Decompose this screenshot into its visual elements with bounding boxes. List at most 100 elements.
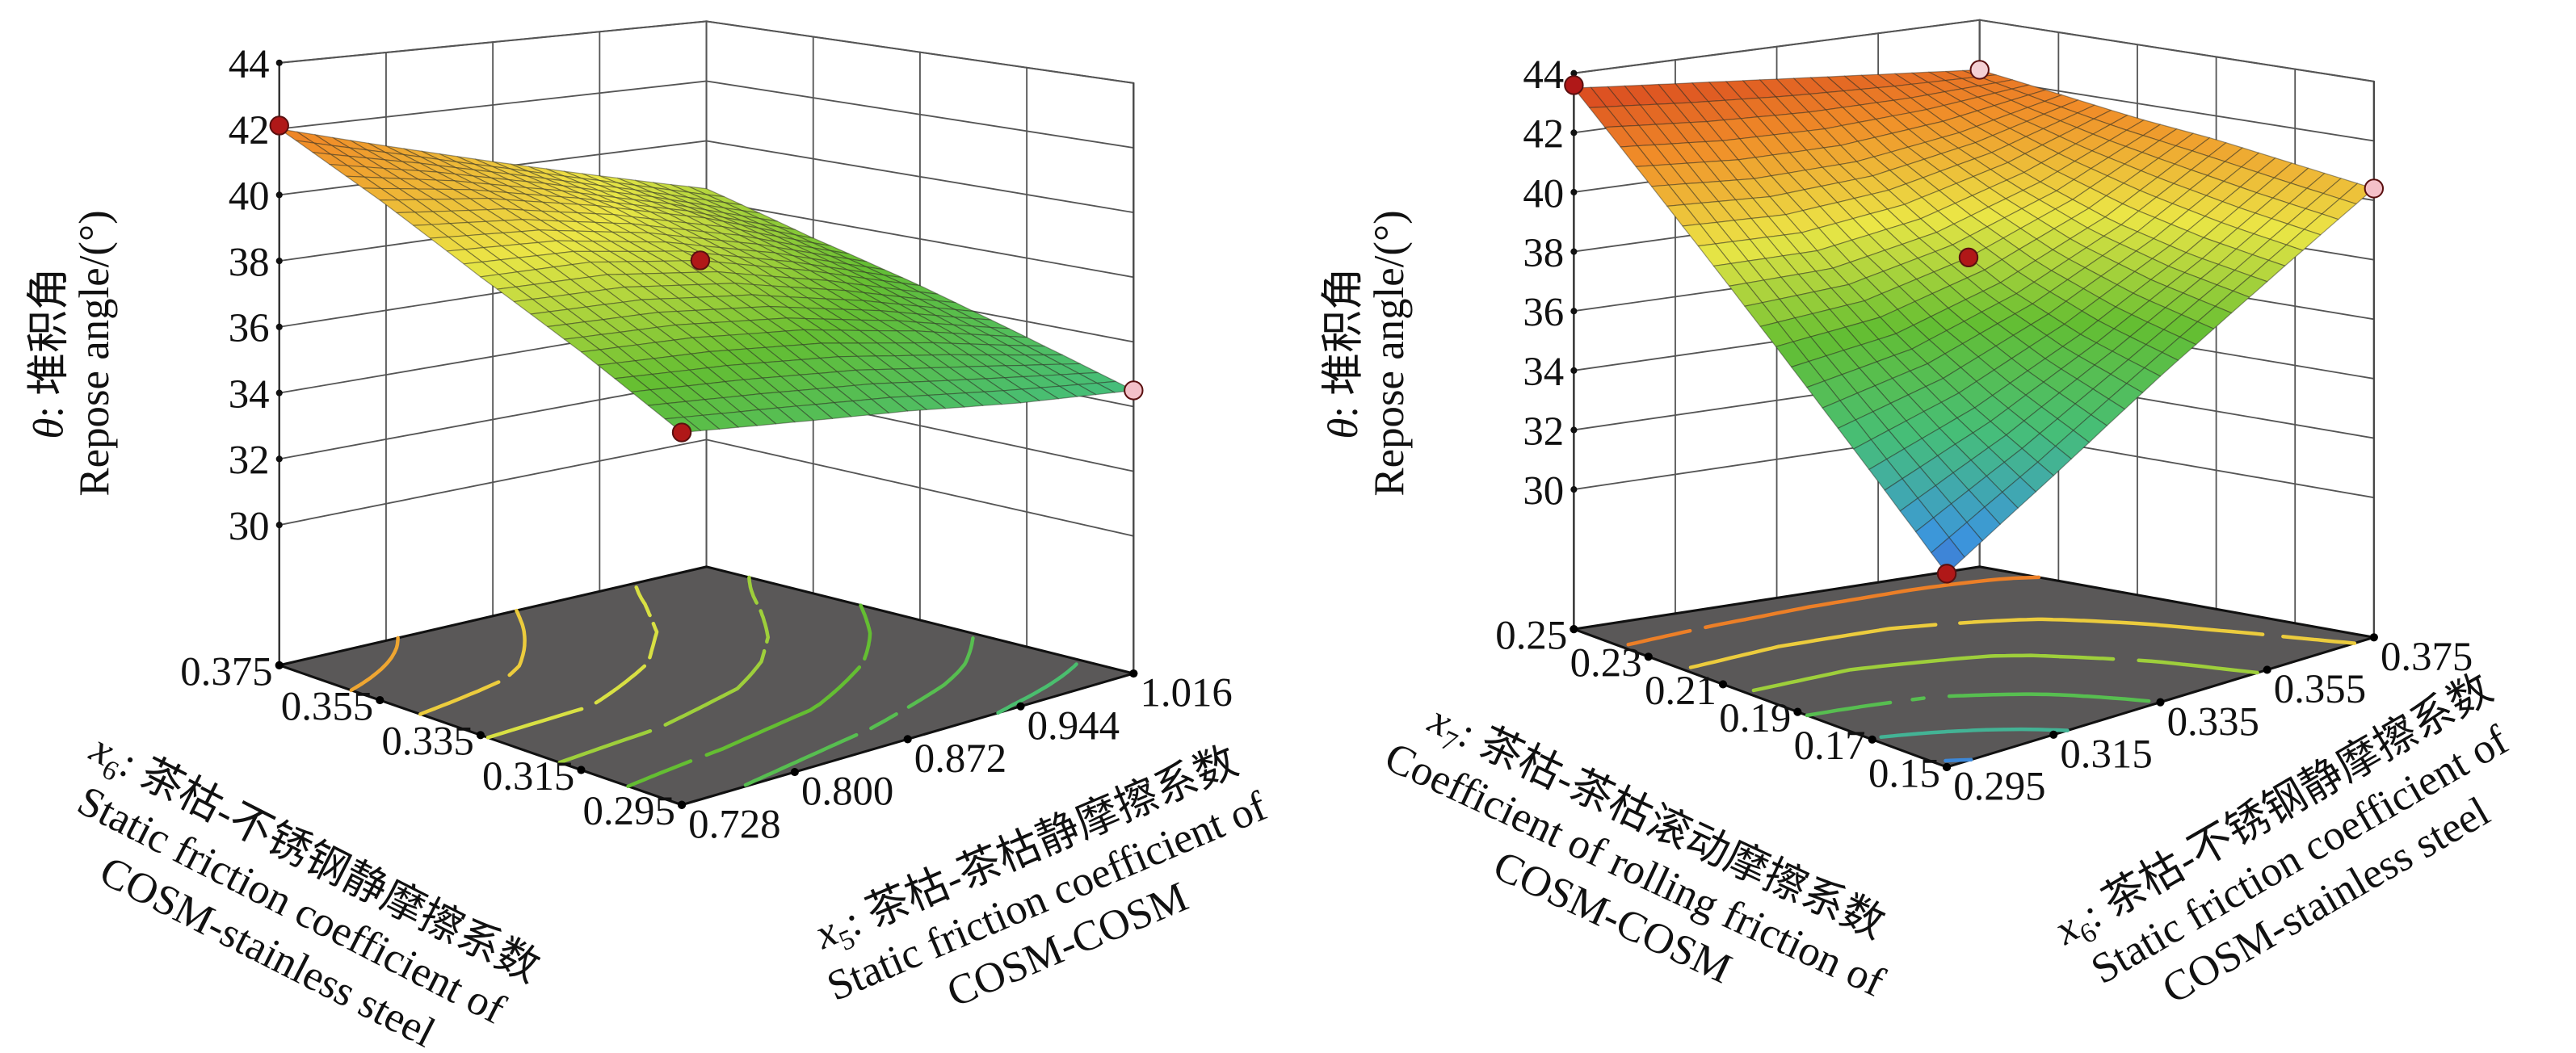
- surface-cell: [2158, 145, 2193, 165]
- z-tick-label: 36: [229, 305, 270, 350]
- design-point: [1936, 564, 1957, 584]
- surface-cell: [1909, 109, 1944, 126]
- surface-cell: [454, 173, 491, 185]
- y-tick-label: 0.17: [1794, 723, 1866, 768]
- surface-cell: [2123, 170, 2158, 191]
- surface-cell: [2107, 383, 2144, 410]
- z-tick-label: 30: [229, 503, 270, 548]
- z-tick-label: 34: [1523, 349, 1564, 394]
- surface-cell: [507, 185, 544, 196]
- surface-cell: [1873, 151, 1908, 171]
- surface-cell: [491, 171, 527, 182]
- surface-cell: [669, 199, 707, 211]
- surface-cell: [2303, 213, 2339, 236]
- surface-cell: [2074, 150, 2109, 170]
- surface-cell: [666, 234, 703, 247]
- surface-cell: [1860, 86, 1894, 103]
- z-tick-label: 40: [1523, 170, 1564, 216]
- surface-cell: [1773, 132, 1808, 153]
- surface-cell: [2059, 112, 2095, 128]
- floor: [275, 565, 1139, 807]
- z-tick-label: 38: [1523, 230, 1564, 275]
- surface-cell: [548, 308, 586, 325]
- z-tick-label: 44: [1523, 52, 1564, 97]
- surface-cell: [1867, 250, 1902, 272]
- z-tick-mark: [275, 59, 283, 66]
- z-gridline: [1574, 19, 2374, 82]
- surface-cell: [567, 306, 604, 323]
- x-tick-label: 0.335: [2167, 699, 2259, 744]
- surface-cell: [1937, 203, 1972, 224]
- surface-cell: [1977, 345, 2012, 371]
- surface-cell: [1971, 187, 2007, 208]
- surface-cell: [1637, 144, 1671, 166]
- surface-cell: [607, 261, 645, 275]
- surface-cell: [758, 233, 795, 245]
- contour-line: [349, 636, 400, 693]
- contour-line: [626, 603, 872, 788]
- y-tick-mark: [476, 731, 485, 740]
- surface-cell: [1942, 115, 1977, 133]
- surface-cell: [1656, 103, 1691, 124]
- y-tick-label: 0.25: [1495, 613, 1567, 658]
- surface-cell: [1041, 374, 1079, 387]
- z-tick-mark: [1570, 69, 1578, 77]
- x-axis-title-right: x6: 茶枯-不锈钢静摩擦系数 Static friction coeffici…: [2046, 665, 2516, 1013]
- surface-cell: [480, 274, 517, 290]
- surface-cell: [1673, 102, 1708, 124]
- surface-cell: [1652, 163, 1687, 186]
- z-tick-label: 34: [229, 371, 270, 417]
- floor: [1569, 565, 2375, 769]
- z-tick-mark: [1570, 248, 1578, 255]
- z-tick-mark: [1570, 426, 1578, 434]
- surface-cell: [1999, 271, 2035, 295]
- surface-cell: [972, 317, 1010, 329]
- surface-cell: [540, 210, 578, 223]
- surface-cell: [542, 195, 579, 205]
- surface-cell: [437, 165, 474, 177]
- surface-cell: [716, 283, 753, 296]
- surface-cell: [828, 272, 865, 286]
- y-tick-label: 0.375: [180, 648, 272, 694]
- surface-cell: [1954, 195, 1990, 216]
- surface-cell: [1960, 96, 1995, 111]
- surface-cell: [487, 198, 524, 211]
- z-axis-ticks: 30 32 34 36 38 40 42 44: [1523, 52, 1578, 513]
- surface-cell: [463, 261, 500, 278]
- surface-cell: [569, 276, 607, 293]
- surface-cell: [719, 254, 756, 266]
- surface-cell: [762, 375, 799, 393]
- z-tick-mark: [275, 389, 283, 396]
- surface-cell: [564, 336, 601, 353]
- surface-cell: [636, 342, 674, 359]
- surface-cell: [595, 213, 632, 224]
- surface-cell: [2070, 227, 2105, 249]
- surface-plot-right: 30 32 34 36 38 40 42 44 0.150.170.190.210.230.25…: [1495, 19, 2473, 809]
- surface-cell: [541, 201, 578, 214]
- y-tick-mark: [1868, 735, 1876, 744]
- surface-cell: [1944, 78, 1979, 90]
- surface-cell: [1860, 73, 1895, 89]
- surface-cell: [2151, 245, 2187, 267]
- surface-cell: [590, 261, 627, 275]
- surface-cell: [362, 187, 399, 201]
- surface-cell: [2168, 252, 2203, 274]
- surface-cell: [759, 223, 796, 236]
- z-tick-mark: [1570, 367, 1578, 374]
- z-tick-mark: [275, 191, 283, 199]
- surface-cell: [1638, 124, 1673, 145]
- surface-cell: [586, 304, 622, 321]
- surface-cell: [490, 177, 527, 189]
- surface-cell: [1740, 116, 1775, 137]
- surface-cell: [705, 204, 742, 216]
- y-tick-mark: [1718, 680, 1728, 689]
- z-tick-mark: [275, 258, 283, 265]
- surface-cell: [1725, 80, 1759, 100]
- y-tick-label: 0.335: [381, 719, 473, 764]
- z-tick-mark: [1570, 486, 1578, 493]
- surface-cell: [2288, 187, 2324, 210]
- surface-cell: [1939, 164, 1974, 184]
- surface-cell: [1910, 82, 1946, 96]
- z-tick-label: 42: [1523, 111, 1564, 157]
- surface-cell: [2026, 113, 2061, 130]
